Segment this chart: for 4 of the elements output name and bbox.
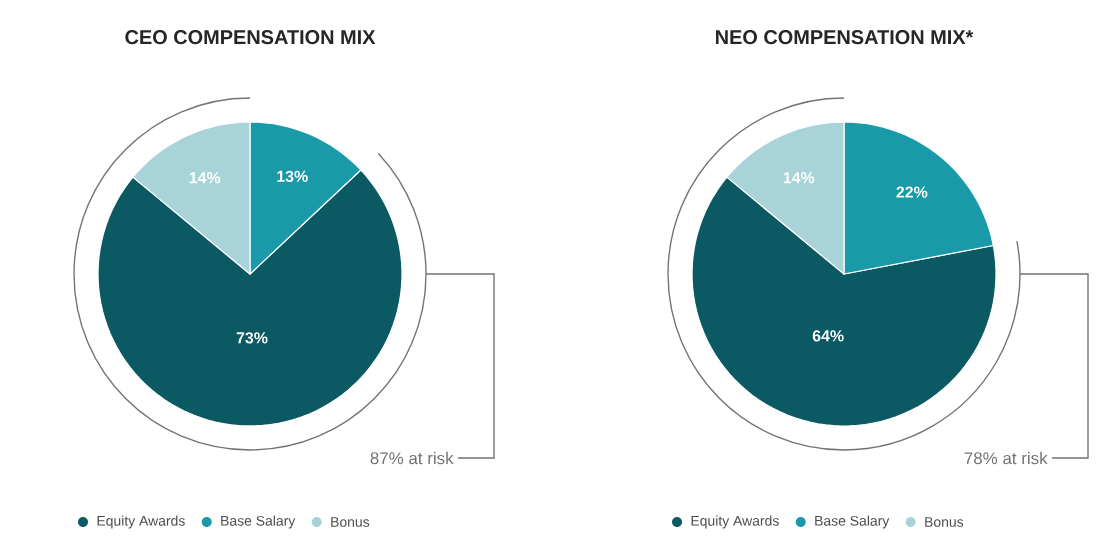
chart-title: CEO COMPENSATION MIX [125, 30, 376, 45]
text: 87% at risk [370, 451, 454, 465]
chart-title: NEO COMPENSATION MIX* [716, 30, 974, 45]
text: 78% at risk [964, 451, 1048, 465]
